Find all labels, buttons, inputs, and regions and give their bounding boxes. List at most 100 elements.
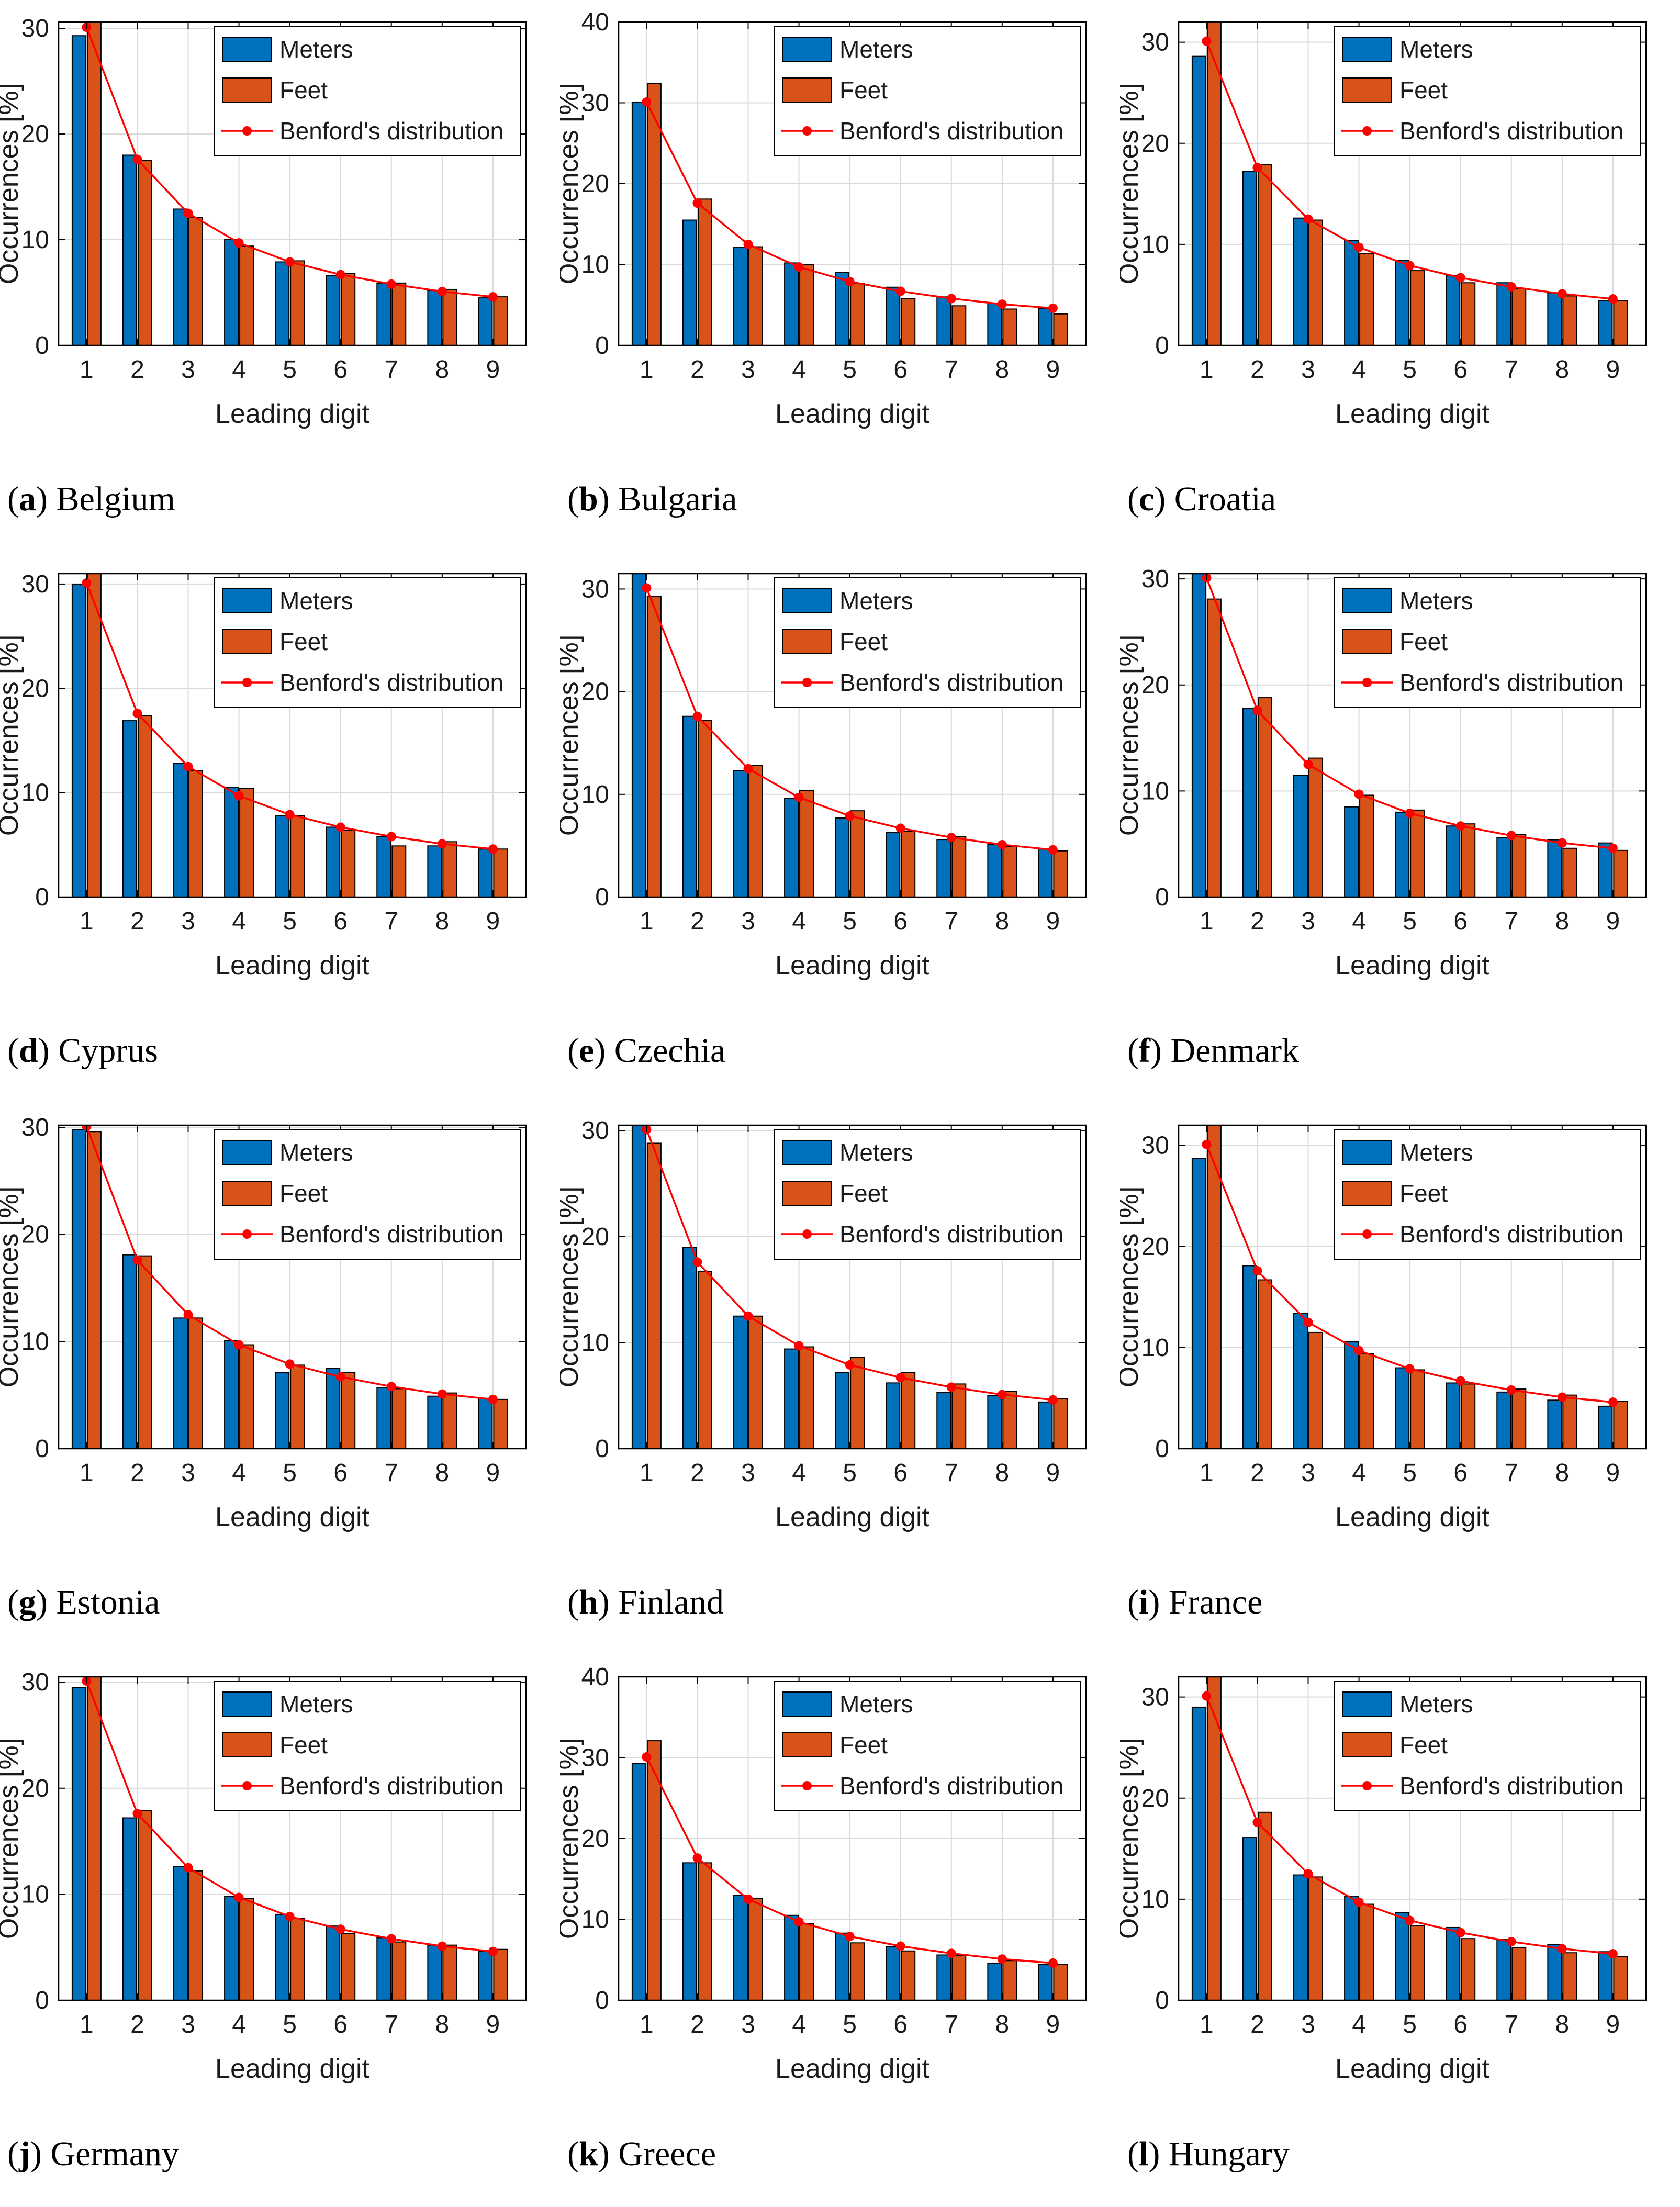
y-tick-label-20: 20	[581, 678, 609, 706]
y-tick-label-40: 40	[581, 8, 609, 36]
x-tick-label-9: 9	[1606, 2011, 1620, 2038]
x-tick-label-7: 7	[944, 1459, 958, 1487]
bar-feet-digit-8	[1002, 846, 1017, 897]
bar-meters-digit-8	[1547, 1944, 1562, 2000]
y-tick-label-10: 10	[21, 226, 49, 254]
bar-meters-digit-3	[733, 1315, 748, 1449]
benford-marker-digit-8	[1557, 1392, 1567, 1402]
benford-marker-digit-3	[1303, 1869, 1313, 1879]
legend-label-benford: Benford's distribution	[279, 117, 503, 144]
bar-meters-digit-1	[1191, 1706, 1206, 2000]
bar-feet-digit-8	[442, 841, 457, 897]
legend: Meters Feet Benford's distribution	[774, 26, 1081, 156]
bar-meters-digit-7	[936, 296, 951, 345]
bar-meters-digit-7	[936, 1954, 951, 2000]
bar-feet-digit-1	[86, 1677, 102, 2000]
benford-marker-digit-2	[1252, 1266, 1262, 1276]
x-axis-label: Leading digit	[775, 2054, 929, 2084]
x-axis-label: Leading digit	[1335, 399, 1489, 429]
bar-feet-digit-6	[1461, 1938, 1476, 2000]
bar-meters-digit-9	[1038, 1401, 1053, 1449]
x-tick-label-7: 7	[944, 908, 958, 935]
caption-country: Czechia	[614, 1032, 726, 1070]
x-tick-label-5: 5	[1403, 1459, 1417, 1487]
chart-cell-cyprus: 0 10 20 30 1 2 3 4 5 6 7 8 9 Leading digit Occurrences…	[0, 552, 560, 1103]
plot-border	[1178, 573, 1647, 898]
legend-label-feet: Feet	[1399, 628, 1448, 655]
x-tick-label-1: 1	[640, 908, 654, 935]
benford-marker-digit-5	[285, 1359, 295, 1369]
y-tick-label-10: 10	[581, 1329, 609, 1357]
y-tick-label-10: 10	[581, 251, 609, 279]
x-tick-label-1: 1	[640, 2011, 654, 2038]
bar-feet-digit-2	[1257, 1279, 1272, 1449]
legend-meters-swatch	[222, 1691, 272, 1717]
legend-label-benford: Benford's distribution	[839, 117, 1063, 144]
legend-meters-swatch	[1342, 1691, 1392, 1717]
bar-meters-digit-6	[886, 1382, 901, 1449]
y-tick-label-10: 10	[581, 781, 609, 809]
bar-meters-digit-3	[733, 247, 748, 345]
legend-label-benford: Benford's distribution	[279, 1220, 503, 1248]
y-tick-label-10: 10	[1141, 1334, 1169, 1362]
x-tick-label-8: 8	[995, 2011, 1009, 2038]
legend-label-feet: Feet	[839, 1731, 888, 1758]
bar-feet-digit-9	[1613, 1401, 1628, 1449]
y-tick-label-0: 0	[35, 1987, 49, 2014]
bar-meters-digit-6	[326, 1368, 341, 1449]
chart-plot-france: 0 10 20 30 1 2 3 4 5 6 7 8 9 Leading digit Occurrences…	[1120, 1124, 1647, 1532]
caption-letter: e	[578, 1032, 595, 1070]
subfigure-caption-l: (l) Hungary	[1127, 2135, 1290, 2173]
caption-country: Bulgaria	[618, 480, 737, 518]
x-tick-label-8: 8	[1555, 1459, 1569, 1487]
chart-plot-cyprus: 0 10 20 30 1 2 3 4 5 6 7 8 9 Leading digit Occurrences…	[0, 570, 527, 981]
legend-label-meters: Meters	[839, 1690, 913, 1718]
bar-feet-digit-7	[391, 1388, 407, 1449]
bar-feet-digit-3	[188, 217, 204, 345]
bar-feet-digit-5	[290, 815, 305, 897]
x-axis-label: Leading digit	[1335, 2054, 1489, 2084]
y-tick-label-0: 0	[1155, 332, 1169, 360]
x-tick-label-8: 8	[1555, 356, 1569, 384]
subfigure-caption-j: (j) Germany	[7, 2135, 180, 2173]
bar-feet-digit-1	[646, 1142, 662, 1449]
bar-feet-digit-4	[1359, 253, 1374, 345]
bar-feet-digit-5	[290, 260, 305, 345]
bar-meters-digit-2	[1242, 1265, 1257, 1449]
bar-feet-digit-9	[1613, 300, 1628, 345]
benford-marker-digit-6	[1455, 821, 1465, 831]
y-tick-label-0: 0	[35, 883, 49, 911]
benford-marker-digit-3	[183, 761, 193, 771]
legend-label-benford: Benford's distribution	[1399, 1220, 1623, 1248]
x-tick-label-6: 6	[893, 908, 908, 935]
benford-marker-digit-5	[1405, 1364, 1415, 1374]
y-tick-label-30: 30	[1141, 565, 1169, 593]
bar-series-group	[71, 574, 508, 897]
legend: Meters Feet Benford's distribution	[1334, 577, 1641, 708]
bar-feet-digit-2	[137, 715, 152, 897]
legend-benford-marker	[802, 1781, 812, 1790]
caption-country: Estonia	[56, 1583, 160, 1621]
bar-feet-digit-2	[697, 720, 712, 897]
benford-marker-digit-8	[437, 1941, 447, 1951]
bar-meters-digit-2	[122, 720, 137, 897]
chart-plot-czechia: 0 10 20 30 1 2 3 4 5 6 7 8 9 Leading digit Occurrences…	[560, 573, 1087, 981]
bar-feet-digit-6	[1461, 282, 1476, 345]
benford-marker-digit-5	[845, 1360, 855, 1370]
y-axis-label: Occurrences [%]	[0, 83, 24, 284]
x-tick-label-8: 8	[995, 356, 1009, 384]
subfigure-caption-b: (b) Bulgaria	[567, 480, 737, 518]
legend: Meters Feet Benford's distribution	[1334, 26, 1641, 156]
bar-meters-digit-9	[1038, 1964, 1053, 2000]
bar-meters-digit-6	[326, 275, 341, 345]
x-tick-label-1: 1	[80, 2011, 94, 2038]
legend-label-feet: Feet	[839, 1180, 888, 1207]
legend-label-feet: Feet	[279, 1731, 328, 1758]
bar-series-group	[1191, 1125, 1628, 1449]
caption-country: Belgium	[56, 480, 175, 518]
bar-feet-digit-9	[1053, 850, 1068, 897]
y-tick-label-0: 0	[35, 1435, 49, 1463]
bar-feet-digit-3	[748, 246, 764, 345]
x-tick-label-1: 1	[1200, 2011, 1214, 2038]
x-tick-label-4: 4	[792, 1459, 806, 1487]
